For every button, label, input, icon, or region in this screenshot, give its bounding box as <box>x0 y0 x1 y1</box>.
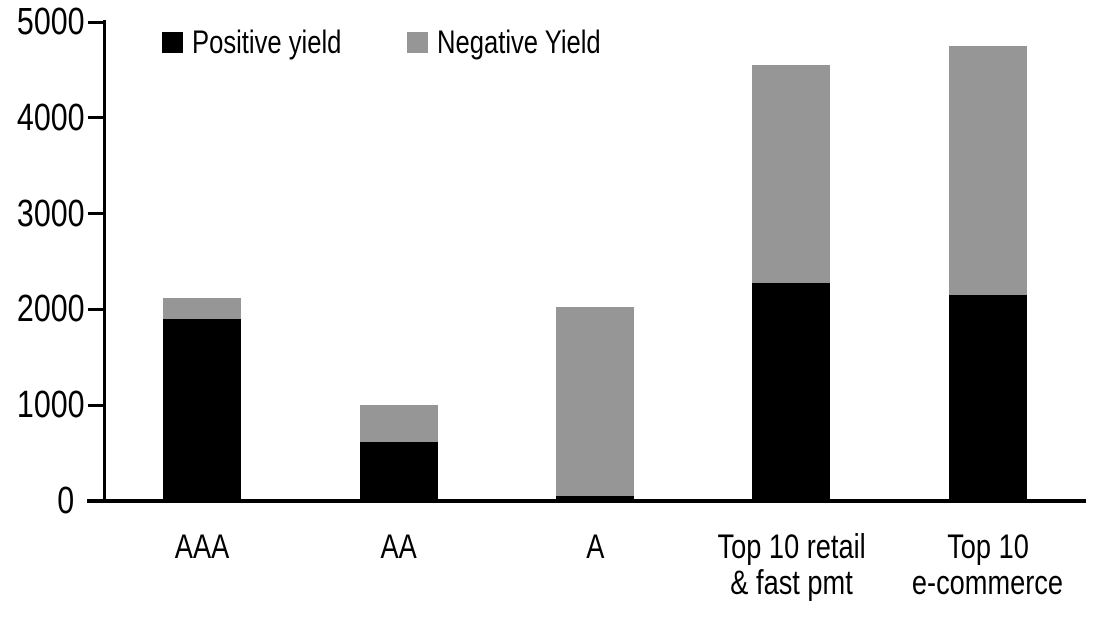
bar-segment-positive-yield-2 <box>556 496 634 501</box>
legend-label-positive-yield: Positive yield <box>192 24 342 60</box>
x-axis-category-label-2: A <box>585 528 605 566</box>
y-axis-tick <box>88 403 104 407</box>
y-axis-tick-label: 0 <box>57 480 74 522</box>
x-axis-line <box>87 499 1086 503</box>
y-axis-tick <box>88 116 104 120</box>
bar-segment-negative-yield-1 <box>359 405 438 442</box>
y-axis-tick-label: 5000 <box>16 1 85 43</box>
bar-segment-positive-yield-3 <box>752 282 831 501</box>
y-axis-tick-label: 3000 <box>16 192 85 235</box>
chart-legend: Positive yield Negative Yield <box>162 25 641 59</box>
legend-label-negative-yield: Negative Yield <box>436 24 601 60</box>
y-axis-tick <box>88 20 104 24</box>
bar-segment-negative-yield-4 <box>948 45 1027 296</box>
x-axis-category-label-4: Top 10 e-commerce <box>912 528 1064 602</box>
bar-segment-negative-yield-2 <box>556 306 634 497</box>
bar-segment-negative-yield-3 <box>752 65 831 283</box>
bar-segment-positive-yield-4 <box>948 295 1027 501</box>
y-axis-line <box>103 20 106 503</box>
bar-segment-positive-yield-0 <box>163 318 242 501</box>
x-axis-category-label-3: Top 10 retail & fast pmt <box>717 528 866 602</box>
legend-item-positive-yield: Positive yield <box>162 25 379 59</box>
x-axis-category-label-1: AA <box>380 528 417 566</box>
legend-item-negative-yield: Negative Yield <box>406 24 642 60</box>
y-axis-tick-label: 4000 <box>16 96 85 139</box>
x-axis-category-label-0: AAA <box>174 528 230 566</box>
y-axis-tick <box>88 307 104 311</box>
negative-yield-swatch-icon <box>406 31 428 53</box>
bar-segment-positive-yield-1 <box>359 441 438 501</box>
y-axis-tick-label: 1000 <box>16 384 85 427</box>
bar-segment-negative-yield-0 <box>163 297 242 319</box>
y-axis-tick <box>88 212 104 216</box>
positive-yield-swatch-icon <box>162 31 183 53</box>
y-axis-tick-label: 2000 <box>16 288 85 331</box>
